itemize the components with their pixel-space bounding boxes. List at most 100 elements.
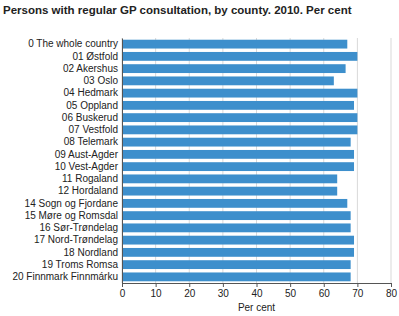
- y-tick-label: 09 Aust-Agder: [55, 149, 119, 160]
- y-axis-line: [122, 39, 123, 284]
- y-tick: 0 The whole country: [28, 38, 122, 49]
- x-tick: 40: [251, 283, 263, 299]
- y-tick-label: 07 Vestfold: [69, 124, 118, 135]
- y-tick-label: 06 Buskerud: [62, 112, 118, 123]
- y-tick-label: 05 Oppland: [66, 100, 118, 111]
- x-tick: 70: [352, 283, 364, 299]
- bar: [122, 150, 354, 159]
- x-tick-mark: [391, 283, 392, 287]
- y-tick-label: 11 Rogaland: [62, 173, 118, 184]
- bar: [122, 236, 354, 245]
- grid-line: [122, 38, 123, 283]
- x-axis-line: [123, 284, 392, 288]
- y-tick: 10 Vest-Agder: [55, 161, 122, 172]
- y-tick: 18 Nordland: [64, 247, 122, 258]
- x-tick-label: 0: [120, 288, 126, 299]
- y-tick: 08 Telemark: [64, 136, 122, 147]
- x-tick-label: 10: [151, 288, 163, 299]
- y-tick: 07 Vestfold: [69, 124, 122, 135]
- x-tick: 0: [120, 283, 126, 299]
- y-tick-label: 15 Møre og Romsdal: [25, 210, 118, 221]
- bar: [122, 272, 351, 281]
- x-tick: 20: [184, 283, 196, 299]
- y-tick-label: 18 Nordland: [64, 247, 118, 258]
- y-tick-label: 08 Telemark: [64, 136, 119, 147]
- bar: [122, 64, 346, 73]
- title: Persons with regular GP consultation, by…: [3, 4, 352, 16]
- chart: Persons with regular GP consultation, by…: [0, 0, 399, 316]
- bars: [122, 40, 357, 282]
- y-tick-label: 17 Nord-Trøndelag: [34, 234, 118, 245]
- grid-line: [189, 38, 190, 283]
- bar: [122, 162, 354, 171]
- y-tick-label: 03 Oslo: [84, 75, 119, 86]
- y-tick: 02 Akershus: [63, 63, 122, 74]
- bar: [122, 76, 334, 85]
- bar: [122, 125, 357, 134]
- bar: [122, 260, 351, 269]
- bar: [122, 187, 337, 196]
- y-tick: 11 Rogaland: [62, 173, 122, 184]
- y-tick: 09 Aust-Agder: [55, 149, 122, 160]
- y-tick: 05 Oppland: [66, 100, 122, 111]
- x-tick: 30: [218, 283, 230, 299]
- y-tick: 17 Nord-Trøndelag: [34, 234, 122, 245]
- plot: 0 10 20 30 40 50 60 70 80 0 The whole country 01 Ø…: [12, 38, 397, 299]
- grid: [122, 38, 391, 283]
- x-tick: 10: [151, 283, 163, 299]
- grid-line: [256, 38, 257, 283]
- y-axis: 0 The whole country 01 Østfold02 Akershus…: [12, 38, 122, 283]
- y-tick-label: 14 Sogn og Fjordane: [25, 198, 119, 209]
- x-tick: 60: [319, 283, 331, 299]
- y-tick: 06 Buskerud: [62, 112, 122, 123]
- grid-line: [155, 38, 156, 283]
- y-tick-label: 10 Vest-Agder: [55, 161, 119, 172]
- y-tick-label: 04 Hedmark: [64, 87, 119, 98]
- y-tick: 12 Hordaland: [58, 185, 122, 196]
- y-tick-label: 12 Hordaland: [58, 185, 118, 196]
- grid-line: [323, 38, 324, 283]
- y-tick-label: 01 Østfold: [72, 51, 118, 62]
- bar: [122, 211, 351, 220]
- x-tick: 80: [386, 283, 398, 299]
- x-tick-label: 30: [218, 288, 230, 299]
- bar: [122, 248, 354, 257]
- y-tick-label: 19 Troms Romsa: [42, 259, 119, 270]
- x-axis-title: Per cent: [238, 302, 275, 313]
- x-tick-mark: [189, 283, 190, 287]
- bar: [122, 89, 357, 98]
- x-tick-mark: [122, 283, 123, 287]
- x-axis: 0 10 20 30 40 50 60 70 80: [120, 283, 398, 299]
- bar: [122, 223, 351, 232]
- x-tick-label: 50: [285, 288, 297, 299]
- x-tick-mark: [223, 283, 224, 287]
- y-tick: 15 Møre og Romsdal: [25, 210, 122, 221]
- y-tick: 16 Sør-Trøndelag: [39, 222, 122, 233]
- y-tick: 03 Oslo: [84, 75, 122, 86]
- x-tick-mark: [290, 283, 291, 287]
- y-tick-label: 0 The whole country: [28, 38, 118, 49]
- x-tick-label: 70: [352, 288, 364, 299]
- x-tick-mark: [324, 283, 325, 287]
- bar: [122, 199, 347, 208]
- x-tick-label: 80: [386, 288, 398, 299]
- y-tick-label: 02 Akershus: [63, 63, 118, 74]
- bar: [122, 138, 351, 147]
- x-tick-mark: [357, 283, 358, 287]
- y-tick-label: 20 Finnmark Finnmárku: [12, 271, 118, 282]
- bar: [122, 174, 337, 183]
- bar: [122, 113, 357, 122]
- bar: [122, 52, 357, 61]
- x-tick: 50: [285, 283, 297, 299]
- y-tick: 01 Østfold: [72, 51, 122, 62]
- grid-line: [357, 38, 358, 283]
- grid-line: [290, 38, 291, 283]
- grid-line: [222, 38, 223, 283]
- x-tick-label: 40: [251, 288, 263, 299]
- grid-line: [391, 38, 392, 283]
- y-tick-label: 16 Sør-Trøndelag: [39, 222, 118, 233]
- x-tick-label: 60: [319, 288, 331, 299]
- bar: [122, 40, 347, 49]
- y-tick: 04 Hedmark: [64, 87, 122, 98]
- y-tick: 19 Troms Romsa: [42, 259, 122, 270]
